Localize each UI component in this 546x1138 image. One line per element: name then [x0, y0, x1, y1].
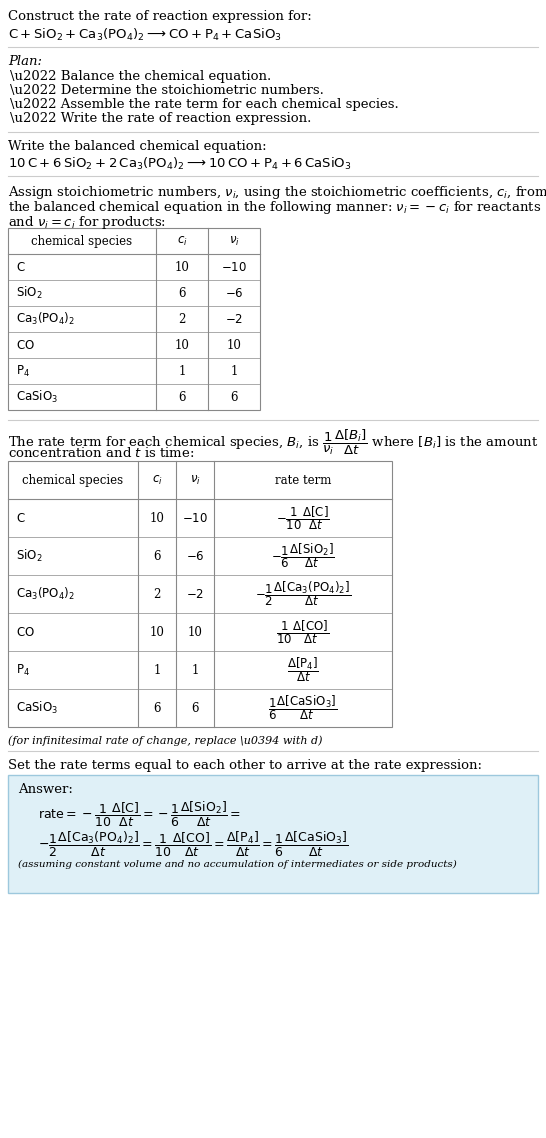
Text: Write the balanced chemical equation:: Write the balanced chemical equation: [8, 140, 266, 152]
Text: $\mathrm{C}$: $\mathrm{C}$ [16, 511, 26, 525]
Bar [8, 228, 260, 410]
Text: $\mathrm{CO}$: $\mathrm{CO}$ [16, 626, 35, 638]
Text: and $\nu_i = c_i$ for products:: and $\nu_i = c_i$ for products: [8, 214, 166, 231]
Text: $-\dfrac{1}{2}\dfrac{\Delta[\mathrm{Ca_3(PO_4)_2}]}{\Delta t}$: $-\dfrac{1}{2}\dfrac{\Delta[\mathrm{Ca_3… [255, 579, 351, 609]
Text: $c_i$: $c_i$ [177, 234, 187, 248]
Text: 1: 1 [153, 663, 161, 676]
Text: chemical species: chemical species [22, 473, 123, 487]
Bar [8, 461, 392, 727]
Text: 6: 6 [191, 701, 199, 715]
Text: $\nu_i$: $\nu_i$ [189, 473, 200, 487]
Text: $\mathrm{CO}$: $\mathrm{CO}$ [16, 338, 35, 352]
Text: The rate term for each chemical species, $B_i$, is $\dfrac{1}{\nu_i}\dfrac{\Delt: The rate term for each chemical species,… [8, 428, 538, 457]
Text: $\mathrm{rate} = -\dfrac{1}{10}\dfrac{\Delta[\mathrm{C}]}{\Delta t} = -\dfrac{1}: $\mathrm{rate} = -\dfrac{1}{10}\dfrac{\D… [38, 800, 241, 828]
Text: 6: 6 [153, 701, 161, 715]
Text: $\dfrac{\Delta[\mathrm{P_4}]}{\Delta t}$: $\dfrac{\Delta[\mathrm{P_4}]}{\Delta t}$ [287, 655, 319, 684]
Text: 1: 1 [230, 364, 238, 378]
Text: 10: 10 [150, 511, 164, 525]
Text: $-\dfrac{1}{2}\dfrac{\Delta[\mathrm{Ca_3(PO_4)_2}]}{\Delta t} = \dfrac{1}{10}\df: $-\dfrac{1}{2}\dfrac{\Delta[\mathrm{Ca_3… [38, 830, 348, 859]
Text: $\mathrm{10\,C + 6\,SiO_2 + 2\,Ca_3(PO_4)_2 \longrightarrow 10\,CO + P_4 + 6\,Ca: $\mathrm{10\,C + 6\,SiO_2 + 2\,Ca_3(PO_4… [8, 156, 352, 172]
Text: 10: 10 [227, 338, 241, 352]
Text: $\nu_i$: $\nu_i$ [229, 234, 239, 248]
Text: $\mathrm{SiO_2}$: $\mathrm{SiO_2}$ [16, 284, 43, 302]
Text: 6: 6 [153, 550, 161, 562]
Text: $\mathrm{C + SiO_2 + Ca_3(PO_4)_2 \longrightarrow CO + P_4 + CaSiO_3}$: $\mathrm{C + SiO_2 + Ca_3(PO_4)_2 \longr… [8, 27, 282, 43]
Text: $-6$: $-6$ [225, 287, 244, 299]
Text: \u2022 Determine the stoichiometric numbers.: \u2022 Determine the stoichiometric numb… [10, 84, 324, 97]
Text: 2: 2 [153, 587, 161, 601]
Text: $-10$: $-10$ [182, 511, 208, 525]
Bar [8, 775, 538, 893]
Text: 10: 10 [150, 626, 164, 638]
Text: $-\dfrac{1}{10}\dfrac{\Delta[\mathrm{C}]}{\Delta t}$: $-\dfrac{1}{10}\dfrac{\Delta[\mathrm{C}]… [276, 504, 330, 531]
Text: 2: 2 [179, 313, 186, 325]
Text: $-2$: $-2$ [225, 313, 243, 325]
Text: (for infinitesimal rate of change, replace \u0394 with d): (for infinitesimal rate of change, repla… [8, 735, 323, 745]
Text: 10: 10 [175, 261, 189, 273]
Text: Answer:: Answer: [18, 783, 73, 795]
Text: $\mathrm{Ca_3(PO_4)_2}$: $\mathrm{Ca_3(PO_4)_2}$ [16, 311, 75, 327]
Text: 1: 1 [179, 364, 186, 378]
Text: (assuming constant volume and no accumulation of intermediates or side products): (assuming constant volume and no accumul… [18, 860, 457, 869]
Text: \u2022 Assemble the rate term for each chemical species.: \u2022 Assemble the rate term for each c… [10, 98, 399, 112]
Text: $c_i$: $c_i$ [152, 473, 162, 487]
Text: $-10$: $-10$ [221, 261, 247, 273]
Text: 10: 10 [188, 626, 203, 638]
Text: 10: 10 [175, 338, 189, 352]
Text: Plan:: Plan: [8, 55, 42, 68]
Text: $\mathrm{CaSiO_3}$: $\mathrm{CaSiO_3}$ [16, 700, 58, 716]
Text: 6: 6 [178, 287, 186, 299]
Text: Set the rate terms equal to each other to arrive at the rate expression:: Set the rate terms equal to each other t… [8, 759, 482, 772]
Text: $\dfrac{1}{6}\dfrac{\Delta[\mathrm{CaSiO_3}]}{\Delta t}$: $\dfrac{1}{6}\dfrac{\Delta[\mathrm{CaSiO… [269, 693, 337, 723]
Text: $\mathrm{P_4}$: $\mathrm{P_4}$ [16, 363, 30, 379]
Text: chemical species: chemical species [32, 234, 133, 247]
Text: the balanced chemical equation in the following manner: $\nu_i = -c_i$ for react: the balanced chemical equation in the fo… [8, 199, 541, 216]
Text: $\mathrm{P_4}$: $\mathrm{P_4}$ [16, 662, 30, 677]
Text: rate term: rate term [275, 473, 331, 487]
Text: \u2022 Write the rate of reaction expression.: \u2022 Write the rate of reaction expres… [10, 112, 311, 125]
Text: $\mathrm{Ca_3(PO_4)_2}$: $\mathrm{Ca_3(PO_4)_2}$ [16, 586, 75, 602]
Text: $-6$: $-6$ [186, 550, 204, 562]
Text: 1: 1 [191, 663, 199, 676]
Text: $-\dfrac{1}{6}\dfrac{\Delta[\mathrm{SiO_2}]}{\Delta t}$: $-\dfrac{1}{6}\dfrac{\Delta[\mathrm{SiO_… [271, 542, 335, 570]
Text: $\mathrm{CaSiO_3}$: $\mathrm{CaSiO_3}$ [16, 389, 58, 405]
Text: $\dfrac{1}{10}\dfrac{\Delta[\mathrm{CO}]}{\Delta t}$: $\dfrac{1}{10}\dfrac{\Delta[\mathrm{CO}]… [276, 618, 330, 646]
Text: 6: 6 [230, 390, 238, 404]
Text: $-2$: $-2$ [186, 587, 204, 601]
Text: $\mathrm{C}$: $\mathrm{C}$ [16, 261, 26, 273]
Text: $\mathrm{SiO_2}$: $\mathrm{SiO_2}$ [16, 549, 43, 564]
Text: 6: 6 [178, 390, 186, 404]
Text: \u2022 Balance the chemical equation.: \u2022 Balance the chemical equation. [10, 71, 271, 83]
Text: concentration and $t$ is time:: concentration and $t$ is time: [8, 446, 194, 460]
Text: Construct the rate of reaction expression for:: Construct the rate of reaction expressio… [8, 10, 312, 23]
Text: Assign stoichiometric numbers, $\nu_i$, using the stoichiometric coefficients, $: Assign stoichiometric numbers, $\nu_i$, … [8, 184, 546, 201]
